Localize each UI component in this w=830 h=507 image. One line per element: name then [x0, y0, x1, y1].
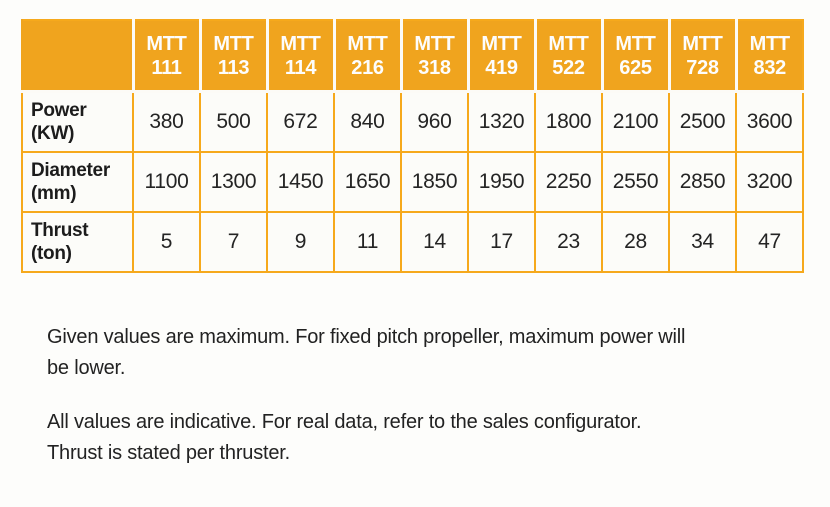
column-prefix: MTT [213, 32, 254, 55]
note-maximum-values: Given values are maximum. For fixed pitc… [47, 322, 685, 384]
row-unit: (mm) [31, 183, 77, 204]
value-cell: 1100 [132, 151, 201, 213]
column-number: 318 [418, 56, 451, 79]
row-unit: (KW) [31, 123, 75, 144]
column-header-mtt-625: MTT 625 [600, 20, 669, 93]
column-header-mtt-216: MTT 216 [332, 20, 401, 93]
value-cell: 1450 [266, 151, 335, 213]
row-label: Diameter [31, 160, 110, 181]
column-prefix: MTT [749, 32, 791, 55]
value-cell: 17 [467, 211, 536, 273]
table-row-diameter: Diameter (mm) 1100 1300 1450 1650 1850 19… [21, 151, 804, 213]
column-header-mtt-728: MTT 728 [667, 20, 736, 93]
value-cell: 1650 [333, 151, 402, 213]
column-prefix: MTT [146, 32, 187, 55]
value-cell: 1950 [467, 151, 536, 213]
value-cell: 23 [534, 211, 603, 273]
column-number: 113 [217, 56, 250, 79]
value-cell: 9 [266, 211, 335, 273]
note-indicative-values: All values are indicative. For real data… [47, 407, 642, 469]
row-header-diameter: Diameter (mm) [21, 151, 134, 213]
note-line: Thrust is stated per thruster. [47, 442, 290, 464]
column-header-mtt-522: MTT 522 [533, 20, 602, 93]
value-cell: 2250 [534, 151, 603, 213]
column-header-mtt-113: MTT 113 [198, 20, 267, 93]
column-prefix: MTT [682, 32, 723, 55]
thruster-spec-table: MTT 111 MTT 113 MTT 114 MTT 216 MTT 318 MTT 41… [21, 19, 804, 273]
row-label: Power [31, 100, 87, 121]
column-number: 419 [485, 56, 518, 79]
column-number: 728 [686, 56, 719, 79]
value-cell: 5 [132, 211, 201, 273]
row-unit: (ton) [31, 243, 72, 264]
column-header-mtt-114: MTT 114 [265, 20, 334, 93]
value-cell: 1300 [199, 151, 268, 213]
column-prefix: MTT [414, 32, 455, 55]
value-cell: 840 [333, 90, 402, 153]
column-prefix: MTT [347, 32, 388, 55]
column-number: 625 [619, 56, 652, 79]
value-cell: 11 [333, 211, 402, 273]
column-header-mtt-419: MTT 419 [466, 20, 535, 93]
header-row: MTT 111 MTT 113 MTT 114 MTT 216 MTT 318 MTT 41… [21, 20, 803, 93]
value-cell: 2850 [668, 151, 737, 213]
note-line: Given values are maximum. For fixed pitc… [47, 326, 686, 348]
note-line: be lower. [47, 357, 126, 379]
value-cell: 1800 [534, 90, 603, 153]
column-number: 111 [151, 56, 182, 79]
value-cell: 960 [400, 90, 469, 153]
value-cell: 2500 [668, 90, 737, 153]
value-cell: 3200 [735, 151, 804, 213]
column-header-mtt-832: MTT 832 [734, 20, 803, 93]
value-cell: 672 [266, 90, 335, 153]
column-number: 832 [753, 56, 787, 79]
column-header-mtt-111: MTT 111 [131, 20, 200, 93]
value-cell: 2550 [601, 151, 670, 213]
column-prefix: MTT [548, 32, 589, 55]
table-row-power: Power (KW) 380 500 672 840 960 1320 1800 … [21, 90, 804, 153]
note-line: All values are indicative. For real data… [47, 411, 642, 433]
value-cell: 28 [601, 211, 670, 273]
value-cell: 47 [735, 211, 804, 273]
column-prefix: MTT [481, 32, 522, 55]
value-cell: 380 [132, 90, 201, 153]
column-prefix: MTT [615, 32, 656, 55]
value-cell: 34 [668, 211, 737, 273]
column-header-mtt-318: MTT 318 [399, 20, 468, 93]
column-number: 216 [351, 56, 384, 79]
row-label: Thrust [31, 220, 89, 241]
value-cell: 7 [199, 211, 268, 273]
column-number: 522 [552, 56, 585, 79]
table-row-thrust: Thrust (ton) 5 7 9 11 14 17 23 28 34 47 [21, 211, 804, 273]
value-cell: 3600 [735, 90, 804, 153]
value-cell: 14 [400, 211, 469, 273]
row-header-power: Power (KW) [21, 90, 134, 153]
row-header-thrust: Thrust (ton) [21, 211, 134, 273]
value-cell: 1320 [467, 90, 536, 153]
value-cell: 2100 [601, 90, 670, 153]
value-cell: 1850 [400, 151, 469, 213]
value-cell: 500 [199, 90, 268, 153]
column-prefix: MTT [280, 32, 321, 55]
corner-cell [21, 20, 133, 93]
column-number: 114 [284, 56, 317, 79]
